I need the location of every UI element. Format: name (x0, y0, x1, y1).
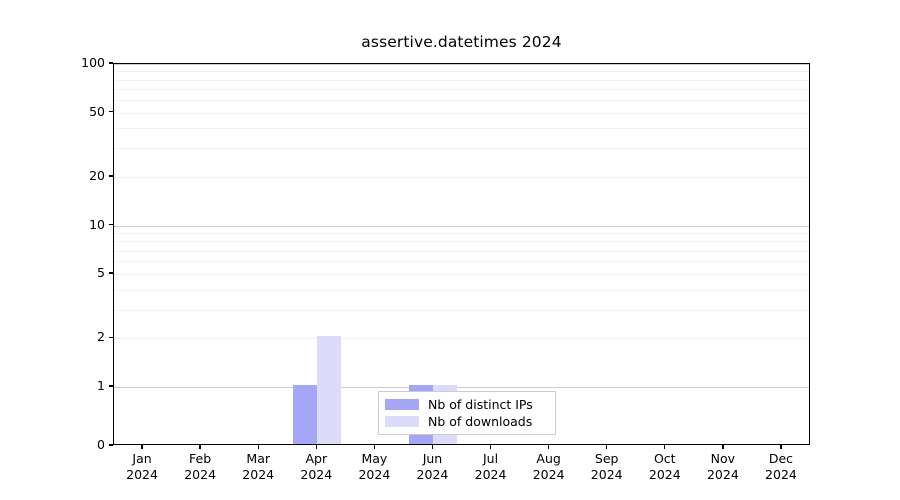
y-axis: 100 50 20 10 5 2 1 0 (0, 55, 113, 452)
x-tick-month: Aug (536, 451, 561, 466)
tick-mark (489, 445, 492, 449)
y-axis-tick-label: 2 (97, 329, 105, 345)
x-axis-tick-label: Jul 2024 (475, 451, 507, 483)
x-tick-month: Jan (132, 451, 152, 466)
x-axis-tick-label: Jan 2024 (126, 451, 158, 483)
chart-title: assertive.datetimes 2024 (361, 33, 562, 51)
x-tick-year: 2024 (126, 467, 158, 482)
tick-mark (109, 444, 113, 446)
gridline-major (114, 387, 809, 389)
tick-mark (606, 445, 608, 449)
y-axis-tick-label: 0 (97, 437, 105, 452)
x-tick-month: Sep (594, 451, 619, 466)
x-tick-year: 2024 (590, 467, 623, 482)
x-axis-tick-label: Jun 2024 (417, 451, 449, 483)
legend-swatch-downloads (385, 416, 419, 427)
y-axis-tick-label: 20 (89, 167, 105, 183)
y-axis-tick-label: 10 (89, 216, 105, 232)
legend-label-downloads: Nb of downloads (428, 414, 533, 429)
x-tick-month: Nov (710, 451, 736, 466)
tick-mark (547, 445, 550, 449)
tick-mark (664, 445, 666, 449)
legend-swatch-ips (385, 399, 419, 410)
gridline-major (114, 225, 809, 227)
y-axis-tick-label: 50 (89, 103, 105, 119)
bar-distinct-ips (293, 385, 318, 444)
gridline-major (114, 274, 809, 276)
x-tick-year: 2024 (648, 467, 681, 482)
gridline-minor (114, 289, 809, 291)
gridlines (114, 64, 809, 444)
y-axis-tick-label: 5 (97, 265, 105, 281)
tick-mark (780, 445, 782, 449)
x-axis-tick-label: Nov 2024 (707, 451, 739, 483)
chart-legend[interactable]: Nb of distinct IPs Nb of downloads (378, 391, 556, 435)
gridline-minor (114, 89, 809, 91)
gridline-major (114, 338, 809, 340)
tick-mark (373, 445, 376, 449)
gridline-major (114, 176, 809, 178)
x-tick-month: May (361, 451, 388, 466)
gridline-minor (114, 79, 809, 81)
gridline-minor (114, 71, 809, 73)
gridline-minor (114, 99, 809, 101)
tick-mark (141, 445, 143, 449)
tick-mark (109, 62, 113, 64)
x-tick-year: 2024 (706, 467, 739, 482)
x-axis-tick-label: Feb 2024 (184, 451, 216, 483)
tick-mark (722, 445, 724, 449)
gridline-minor (114, 241, 809, 243)
x-tick-year: 2024 (242, 467, 275, 482)
x-tick-month: Oct (653, 451, 676, 466)
x-tick-month: Feb (189, 451, 212, 466)
y-axis-tick-label: 1 (97, 378, 105, 394)
gridline-minor (114, 261, 809, 263)
x-axis: Jan 2024 Feb 2024 Mar 2024 Apr 2024 May 2024 Jun 20… (113, 445, 810, 500)
x-axis-tick-label: Apr 2024 (300, 451, 332, 483)
tick-mark (109, 175, 113, 177)
legend-item-downloads[interactable]: Nb of downloads (385, 413, 549, 430)
x-tick-year: 2024 (358, 467, 391, 482)
legend-label-ips: Nb of distinct IPs (428, 397, 533, 412)
gridline-major (114, 64, 809, 65)
x-tick-month: Apr (305, 451, 328, 466)
x-axis-tick-label: May 2024 (358, 451, 390, 483)
x-axis-tick-label: Mar 2024 (242, 451, 274, 483)
tick-mark (109, 272, 113, 274)
x-tick-month: Dec (768, 451, 794, 466)
gridline-major (114, 112, 809, 114)
tick-mark (109, 110, 113, 113)
gridline-minor (114, 128, 809, 130)
x-axis-tick-label: Oct 2024 (649, 451, 681, 483)
x-tick-month: Mar (246, 451, 270, 466)
x-axis-tick-label: Sep 2024 (591, 451, 623, 483)
x-tick-year: 2024 (765, 467, 797, 482)
x-tick-year: 2024 (300, 467, 333, 482)
x-tick-year: 2024 (532, 467, 565, 482)
plot-area (113, 63, 810, 445)
x-tick-year: 2024 (416, 467, 449, 482)
x-tick-year: 2024 (474, 467, 507, 482)
x-axis-tick-label: Aug 2024 (533, 451, 565, 483)
x-axis-tick-label: Dec 2024 (765, 451, 797, 483)
y-axis-tick-label: 100 (81, 55, 105, 70)
tick-mark (315, 445, 317, 449)
bar-downloads (317, 336, 342, 444)
tick-mark (109, 385, 113, 387)
legend-item-ips[interactable]: Nb of distinct IPs (385, 396, 549, 413)
tick-mark (431, 445, 434, 449)
gridline-minor (114, 232, 809, 234)
tick-mark (109, 223, 113, 226)
x-tick-month: Jul (482, 451, 499, 466)
x-tick-year: 2024 (184, 467, 217, 482)
bars-layer (114, 64, 809, 444)
x-tick-month: Jun (422, 451, 443, 466)
tick-mark (109, 336, 113, 339)
tick-mark (199, 445, 201, 449)
tick-mark (257, 445, 259, 449)
gridline-minor (114, 250, 809, 252)
gridline-minor (114, 148, 809, 150)
gridline-minor (114, 309, 809, 311)
